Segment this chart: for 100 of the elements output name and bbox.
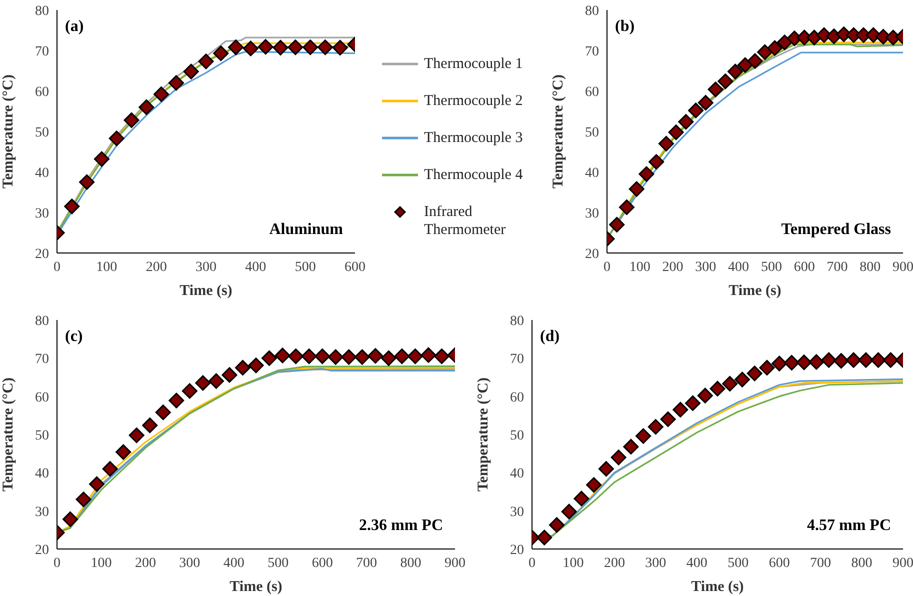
x-tick-label: 300: [645, 556, 666, 571]
point: [79, 174, 95, 190]
point: [168, 75, 184, 91]
point: [301, 348, 317, 364]
point: [772, 356, 788, 372]
x-tick-label: 500: [268, 556, 289, 571]
y-tick-label: 30: [35, 504, 49, 520]
point: [747, 53, 763, 69]
x-tick-label: 500: [760, 260, 782, 275]
y-axis-title: Temperature (°C): [0, 378, 16, 492]
point: [138, 99, 154, 115]
x-tick-label: 0: [54, 260, 60, 275]
point: [183, 64, 199, 80]
y-tick-label: 30: [35, 206, 49, 222]
y-tick-label: 80: [510, 314, 524, 329]
y-tick-label: 20: [35, 542, 49, 558]
y-tick-label: 70: [35, 352, 49, 368]
annotation: Tempered Glass: [781, 221, 891, 239]
point: [195, 375, 211, 391]
point: [328, 349, 344, 365]
y-tick-label: 60: [35, 84, 49, 100]
point: [548, 517, 564, 533]
x-tick-label: 700: [810, 556, 832, 571]
y-tick-label: 30: [585, 206, 599, 222]
point: [708, 82, 724, 98]
legend-label: Thermocouple 1: [424, 55, 524, 73]
legend-label: Thermocouple 3: [424, 129, 524, 147]
point: [317, 40, 333, 56]
point: [102, 461, 118, 477]
point: [698, 94, 714, 110]
x-tick-label: 600: [312, 556, 333, 571]
x-tick-label: 0: [528, 556, 536, 571]
point: [116, 444, 132, 460]
x-tick-label: 500: [294, 260, 316, 275]
point: [722, 376, 738, 392]
point: [796, 354, 812, 370]
x-tick-label: 300: [179, 556, 200, 571]
point: [242, 40, 258, 56]
point: [636, 428, 652, 444]
point: [248, 358, 264, 374]
x-tick-label: 400: [686, 556, 708, 571]
x-tick-label: 100: [96, 260, 118, 275]
point: [598, 461, 614, 477]
point: [536, 530, 552, 546]
point: [354, 349, 370, 365]
x-tick-label: 100: [629, 260, 650, 275]
point: [64, 198, 80, 214]
x-tick-label: 100: [562, 556, 584, 571]
annotation: Aluminum: [269, 221, 343, 239]
y-tick-label: 70: [585, 44, 599, 60]
x-axis-title: Time (s): [691, 579, 744, 595]
x-tick-label: 0: [604, 260, 610, 275]
y-tick-label: 30: [510, 504, 524, 520]
point: [182, 383, 198, 399]
point: [222, 367, 238, 383]
point: [623, 438, 639, 454]
x-axis-title: Time (s): [728, 283, 782, 299]
x-tick-label: 500: [728, 556, 749, 571]
point: [759, 360, 775, 376]
point: [154, 86, 170, 102]
point: [808, 354, 824, 370]
x-tick-label: 600: [794, 260, 815, 275]
point: [710, 380, 726, 396]
y-tick-label: 20: [585, 246, 599, 262]
point: [314, 348, 330, 364]
y-tick-label: 60: [510, 390, 524, 406]
point: [586, 477, 602, 493]
y-tick-label: 40: [510, 466, 524, 482]
x-tick-label: 800: [851, 556, 872, 571]
point: [882, 352, 898, 368]
point: [697, 388, 713, 404]
x-axis-title: Time (s): [230, 579, 282, 595]
x-tick-label: 900: [892, 260, 913, 275]
y-axis-title: Temperature (°C): [475, 378, 492, 492]
point: [332, 40, 348, 56]
point: [420, 347, 436, 363]
annotation: (d): [540, 328, 560, 346]
point: [678, 114, 694, 130]
point: [288, 348, 304, 364]
y-tick-label: 50: [35, 428, 49, 444]
point: [821, 352, 837, 368]
point: [272, 40, 288, 56]
point: [609, 216, 625, 232]
point: [858, 352, 874, 368]
y-tick-label: 50: [585, 125, 599, 140]
annotation: (a): [65, 18, 84, 36]
point: [108, 130, 124, 146]
point: [262, 350, 278, 366]
point: [288, 40, 304, 56]
point: [833, 353, 849, 369]
x-tick-label: 0: [54, 556, 60, 571]
point: [128, 428, 144, 444]
x-tick-label: 300: [695, 260, 716, 275]
point: [258, 39, 274, 55]
x-tick-label: 700: [356, 556, 378, 571]
point: [784, 354, 800, 370]
point: [394, 348, 410, 364]
point: [94, 151, 110, 167]
x-tick-label: 200: [604, 556, 625, 571]
point: [213, 46, 229, 62]
